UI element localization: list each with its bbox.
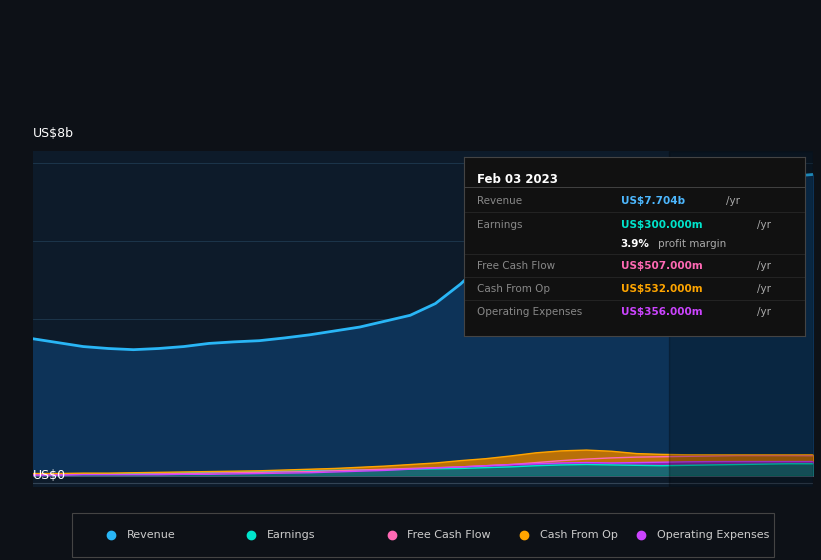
Text: US$8b: US$8b [33,127,74,140]
Text: /yr: /yr [757,261,771,270]
Text: Operating Expenses: Operating Expenses [478,307,583,318]
Text: US$507.000m: US$507.000m [621,261,702,270]
Text: Revenue: Revenue [478,196,523,206]
Text: /yr: /yr [757,220,771,230]
Text: US$7.704b: US$7.704b [621,196,685,206]
Text: Free Cash Flow: Free Cash Flow [407,530,491,540]
Text: US$532.000m: US$532.000m [621,284,702,294]
Text: Earnings: Earnings [267,530,315,540]
Text: US$300.000m: US$300.000m [621,220,702,230]
Text: US$0: US$0 [33,469,66,482]
Text: Operating Expenses: Operating Expenses [657,530,769,540]
Text: Revenue: Revenue [126,530,175,540]
Text: 3.9%: 3.9% [621,239,649,249]
Text: /yr: /yr [757,284,771,294]
Text: Cash From Op: Cash From Op [478,284,551,294]
Text: profit margin: profit margin [658,239,727,249]
Text: Free Cash Flow: Free Cash Flow [478,261,556,270]
Text: Cash From Op: Cash From Op [540,530,617,540]
Text: /yr: /yr [727,196,741,206]
Text: /yr: /yr [757,307,771,318]
Bar [669,151,813,487]
Text: US$356.000m: US$356.000m [621,307,702,318]
FancyBboxPatch shape [72,513,774,558]
Text: Earnings: Earnings [478,220,523,230]
Text: Feb 03 2023: Feb 03 2023 [478,173,558,186]
